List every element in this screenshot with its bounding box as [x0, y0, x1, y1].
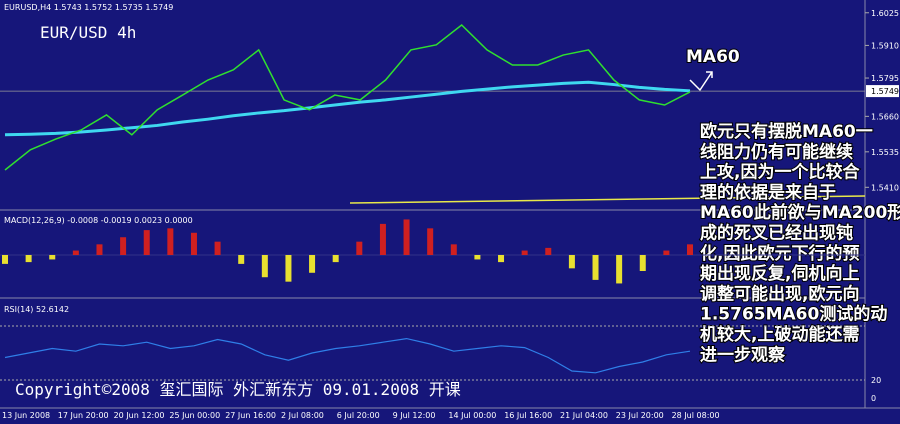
macd-bar: [190, 232, 197, 255]
x-tick-label: 2 Jul 08:00: [281, 411, 324, 420]
y-tick-label: 1.5795: [871, 74, 899, 83]
macd-bar: [285, 255, 292, 282]
macd-bar: [545, 247, 552, 255]
x-tick-label: 13 Jun 2008: [2, 411, 50, 420]
current-price-box: [866, 85, 899, 98]
macd-bar: [214, 241, 221, 255]
macd-bar: [592, 255, 599, 280]
macd-bar: [2, 255, 8, 264]
macd-bar: [167, 228, 174, 255]
macd-bar: [379, 223, 386, 255]
macd-bar: [568, 255, 575, 269]
x-tick-label: 25 Jun 00:00: [169, 411, 220, 420]
y-tick-label: 1.5660: [871, 112, 899, 121]
macd-bar: [332, 255, 339, 263]
x-tick-label: 28 Jul 08:00: [672, 411, 720, 420]
macd-bar: [238, 255, 245, 264]
macd-bar: [639, 255, 646, 271]
x-tick-label: 27 Jun 16:00: [225, 411, 276, 420]
annotation-line: 机较大,上破动能还需: [700, 324, 859, 345]
annotation-line: 进一步观察: [700, 344, 786, 365]
annotation-line: 期出现反复,伺机向上: [700, 263, 859, 284]
rsi-label: RSI(14) 52.6142: [4, 305, 69, 314]
macd-bar: [427, 228, 434, 255]
annotation: 欧元只有摆脱MA60一线阻力仍有可能继续上攻,因为一个比较合理的依据是来自于MA…: [699, 120, 900, 366]
annotation-line: 欧元只有摆脱MA60一: [700, 121, 873, 142]
header: EURUSD,H4 1.5743 1.5752 1.5735 1.5749: [4, 3, 173, 12]
macd-bar: [450, 244, 457, 255]
line: [4, 23, 691, 171]
macd-bar: [261, 255, 268, 278]
trend-line: [349, 195, 866, 204]
annotation-line: 调整可能出现,欧元向: [700, 283, 859, 304]
macd-bar: [143, 230, 150, 255]
macd-bar: [25, 255, 32, 263]
annotation-line: 理的依据是来自于: [700, 182, 836, 203]
macd-bar: [49, 255, 56, 260]
x-tick-label: 17 Jun 20:00: [58, 411, 109, 420]
copyright: Copyright©2008 玺汇国际 外汇新东方 09.01.2008 开课: [15, 380, 461, 399]
y-tick-label: 0: [871, 394, 876, 403]
y-tick-label: 1.5910: [871, 41, 899, 50]
macd-bar: [521, 250, 528, 255]
macd-bar: [663, 250, 670, 255]
x-tick-label: 6 Jul 20:00: [337, 411, 380, 420]
macd-bar: [498, 255, 505, 263]
annotation-line: 线阻力仍有可能继续: [700, 141, 853, 162]
macd-bar: [687, 244, 693, 255]
macd-bar: [96, 244, 103, 255]
macd-bar: [474, 255, 481, 260]
macd-bar: [72, 250, 79, 255]
annotation-line: 1.5765MA60测试的动: [700, 304, 887, 325]
x-tick-label: 23 Jul 20:00: [616, 411, 664, 420]
chart-title: EUR/USD 4h: [40, 23, 136, 42]
macd-bar: [403, 219, 410, 255]
ma-label: MA60: [686, 47, 740, 67]
macd-bar: [309, 255, 316, 273]
x-tick-label: 14 Jul 00:00: [448, 411, 496, 420]
current-price-label: 1.5749: [871, 87, 899, 96]
annotation-line: 上攻,因为一个比较合: [700, 162, 860, 183]
x-tick-label: 20 Jun 12:00: [114, 411, 165, 420]
macd-label: MACD(12,26,9) -0.0008 -0.0019 0.0023 0.0…: [4, 216, 193, 225]
x-tick-label: 9 Jul 12:00: [393, 411, 436, 420]
y-tick-label: 1.5410: [871, 183, 899, 192]
macd-bar: [616, 255, 623, 284]
annotation-line: 化,因此欧元下行的预: [700, 243, 859, 264]
macd-bar: [356, 241, 363, 255]
line: [4, 80, 691, 137]
arrow: [689, 71, 713, 92]
x-tick-label: 16 Jul 16:00: [504, 411, 552, 420]
annotation-line: 成的死叉已经出现钝: [700, 223, 853, 244]
y-tick-label: 1.6025: [871, 9, 899, 18]
x-tick-label: 21 Jul 04:00: [560, 411, 608, 420]
y-tick-label: 1.5535: [871, 148, 899, 157]
y-tick-label: 20: [871, 376, 881, 385]
line: [4, 337, 691, 374]
macd-bar: [120, 237, 127, 255]
annotation-line: MA60此前欲与MA200形: [700, 202, 900, 223]
